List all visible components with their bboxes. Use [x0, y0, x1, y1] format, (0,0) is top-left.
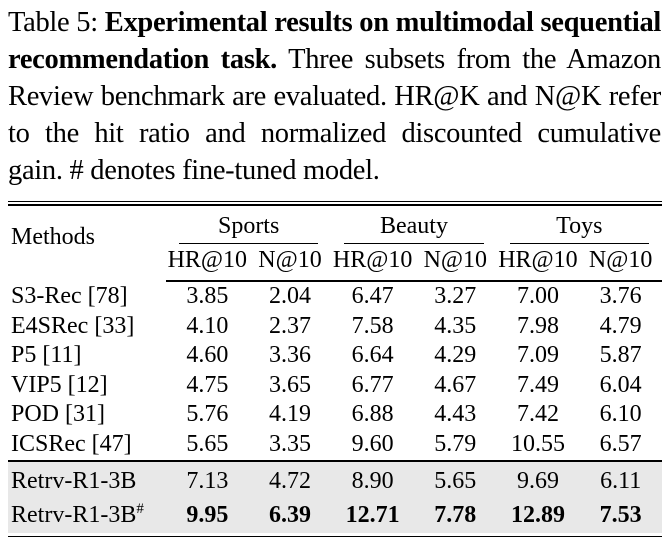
metric-value: 5.65	[166, 429, 249, 462]
metric-header-sports-hr: HR@10	[166, 244, 249, 282]
method-name: POD [31]	[11, 401, 105, 427]
metric-value: 4.75	[186, 371, 229, 398]
table-row: ICSRec [47] 5.65 3.35 9.60 5.79 10.55 6.…	[8, 429, 662, 462]
metric-value: 6.04	[599, 371, 642, 398]
caption-label: Table 5:	[8, 7, 98, 38]
metric-value: 7.49	[516, 371, 559, 398]
ours-rows: Retrv-R1-3B 7.13 4.72 8.90 5.65 9.69 6.1…	[8, 461, 662, 533]
metric-value: 5.79	[413, 429, 497, 462]
metric-value: 4.29	[434, 342, 477, 368]
results-table-grid: Methods Sports Beauty Toys HR@10 N@10 HR…	[8, 207, 662, 533]
metric-value: 6.10	[599, 401, 642, 427]
metric-value: 3.85	[186, 283, 229, 309]
paper-table-figure: Table 5: Experimental results on multimo…	[0, 4, 670, 538]
metric-value: 6.47	[351, 283, 394, 309]
method-name: VIP5 [12]	[11, 371, 108, 398]
method-name: S3-Rec [78]	[11, 282, 128, 309]
metric-value: 7.42	[516, 401, 559, 427]
metric-value: 4.10	[186, 312, 229, 339]
baseline-rows: S3-Rec [78] 3.85 2.04 6.47 3.27 7.00 3.7…	[8, 281, 662, 462]
metric-value: 7.13	[186, 467, 229, 494]
table-row: POD [31] 5.76 4.19 6.88 4.43 7.42 6.10	[8, 400, 662, 430]
method-name: P5 [11]	[11, 342, 82, 368]
caption-body: Three subsets from the Amazon Review ben…	[8, 44, 661, 186]
finetune-superscript: #	[136, 501, 144, 517]
metric-value: 5.76	[186, 401, 229, 427]
method-name: E4SRec [33]	[11, 312, 135, 339]
table-header: Methods Sports Beauty Toys HR@10 N@10 HR…	[8, 207, 662, 282]
metric-value: 6.57	[579, 429, 662, 462]
method-name: Retrv-R1-3B#	[8, 499, 166, 534]
table-row-highlight: Retrv-R1-3B 7.13 4.72 8.90 5.65 9.69 6.1…	[8, 461, 662, 499]
method-name-text: Retrv-R1-3B	[11, 502, 137, 528]
group-header-sports: Sports	[166, 207, 331, 244]
metric-value: 4.35	[434, 312, 477, 339]
table-row: P5 [11] 4.60 3.36 6.64 4.29 7.09 5.87	[8, 341, 662, 371]
metric-value: 4.72	[268, 467, 311, 494]
metric-value: 6.88	[351, 401, 394, 427]
group-header-beauty: Beauty	[331, 207, 496, 244]
metric-value: 10.55	[496, 429, 580, 462]
table-bottom-rule	[8, 536, 662, 538]
table-row: S3-Rec [78] 3.85 2.04 6.47 3.27 7.00 3.7…	[8, 281, 662, 312]
metric-value: 5.65	[434, 467, 477, 494]
metric-value: 7.78	[434, 502, 477, 528]
metric-value: 4.67	[434, 371, 477, 398]
metric-value: 4.60	[186, 342, 229, 368]
metric-value: 7.00	[516, 283, 559, 309]
metric-value: 9.95	[186, 502, 229, 528]
metric-value: 2.37	[268, 312, 311, 339]
metric-value: 6.64	[351, 342, 394, 368]
metric-value: 12.71	[345, 502, 400, 528]
metric-value: 7.09	[516, 342, 559, 368]
methods-column-header: Methods	[11, 223, 95, 250]
group-label-toys: Toys	[509, 211, 649, 244]
metric-value: 6.39	[268, 502, 311, 528]
metric-value: 12.89	[510, 502, 565, 528]
method-name: Retrv-R1-3B	[8, 461, 166, 499]
table-row-highlight: Retrv-R1-3B# 9.95 6.39 12.71 7.78 12.89 …	[8, 499, 662, 534]
table-row: VIP5 [12] 4.75 3.65 6.77 4.67 7.49 6.04	[8, 371, 662, 401]
method-name: ICSRec [47]	[8, 429, 166, 462]
group-label-sports: Sports	[179, 211, 319, 244]
metric-value: 3.76	[599, 283, 642, 309]
metric-value: 9.60	[331, 429, 414, 462]
metric-value: 9.69	[516, 467, 559, 494]
caption-title: Experimental results on multimodal seque…	[8, 7, 662, 75]
table-row: E4SRec [33] 4.10 2.37 7.58 4.35 7.98 4.7…	[8, 312, 662, 342]
metric-value: 3.27	[434, 283, 477, 309]
metric-header-sports-n: N@10	[248, 244, 332, 282]
metric-value: 4.43	[434, 401, 477, 427]
metric-value: 2.04	[268, 283, 311, 309]
metric-value: 3.36	[268, 342, 311, 368]
table-top-rule	[8, 201, 662, 206]
metric-value: 7.98	[516, 312, 559, 339]
metric-value: 6.77	[351, 371, 394, 398]
table-caption: Table 5: Experimental results on multimo…	[8, 4, 661, 189]
metric-header-toys-n: N@10	[579, 244, 662, 282]
group-header-row: Methods Sports Beauty Toys	[8, 207, 662, 250]
metric-header-beauty-n: N@10	[413, 244, 497, 282]
metric-value: 3.65	[268, 371, 311, 398]
group-label-beauty: Beauty	[344, 211, 484, 244]
method-name-text: Retrv-R1-3B	[11, 467, 137, 494]
metric-value: 4.19	[268, 401, 311, 427]
metric-header-beauty-hr: HR@10	[331, 244, 414, 282]
metric-value: 6.11	[600, 467, 642, 494]
metric-value: 7.58	[351, 312, 394, 339]
results-table: Methods Sports Beauty Toys HR@10 N@10 HR…	[8, 201, 662, 538]
metric-header-toys-hr: HR@10	[496, 244, 580, 282]
group-header-toys: Toys	[497, 207, 662, 244]
metric-value: 8.90	[351, 467, 394, 494]
metric-value: 4.79	[599, 312, 642, 339]
metric-header-row: HR@10 N@10 HR@10 N@10 HR@10 N@10	[8, 244, 662, 282]
metric-value: 5.87	[599, 342, 642, 368]
metric-value: 3.35	[248, 429, 332, 462]
metric-value: 7.53	[599, 502, 642, 528]
